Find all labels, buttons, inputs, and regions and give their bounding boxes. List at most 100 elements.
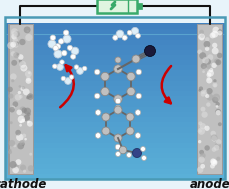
Bar <box>5 85 224 91</box>
Circle shape <box>217 29 221 34</box>
Circle shape <box>15 33 20 37</box>
Circle shape <box>19 61 24 65</box>
Circle shape <box>206 70 213 77</box>
Circle shape <box>26 30 29 32</box>
Bar <box>5 64 224 70</box>
Circle shape <box>214 109 220 115</box>
Circle shape <box>12 37 18 43</box>
Circle shape <box>211 97 218 103</box>
Circle shape <box>14 31 20 37</box>
Circle shape <box>19 124 22 127</box>
Circle shape <box>204 94 208 97</box>
Circle shape <box>19 106 26 113</box>
Circle shape <box>63 35 71 43</box>
Circle shape <box>10 42 16 47</box>
Circle shape <box>135 33 140 38</box>
Circle shape <box>210 136 216 141</box>
Circle shape <box>125 113 134 121</box>
Circle shape <box>9 161 17 168</box>
Circle shape <box>115 105 120 111</box>
Circle shape <box>215 102 219 106</box>
Circle shape <box>210 31 217 38</box>
Circle shape <box>70 54 75 59</box>
Circle shape <box>205 102 210 107</box>
Circle shape <box>61 76 65 81</box>
Circle shape <box>25 70 32 77</box>
Circle shape <box>126 153 131 157</box>
Circle shape <box>211 43 216 48</box>
Circle shape <box>14 37 16 40</box>
Circle shape <box>27 112 31 116</box>
Circle shape <box>55 44 60 49</box>
Circle shape <box>199 153 205 158</box>
Circle shape <box>21 64 26 69</box>
Circle shape <box>212 84 216 87</box>
Bar <box>5 126 224 132</box>
FancyArrowPatch shape <box>161 66 170 103</box>
Circle shape <box>25 78 31 84</box>
Bar <box>5 152 224 158</box>
Bar <box>5 95 224 101</box>
Circle shape <box>9 107 15 112</box>
Circle shape <box>212 79 216 83</box>
Circle shape <box>27 93 33 100</box>
Circle shape <box>82 66 87 71</box>
Circle shape <box>15 130 21 136</box>
Circle shape <box>64 78 71 84</box>
Circle shape <box>208 68 211 71</box>
Circle shape <box>20 64 27 72</box>
Circle shape <box>197 89 200 92</box>
Circle shape <box>216 53 221 58</box>
Circle shape <box>23 170 26 173</box>
Bar <box>97 0 136 13</box>
Circle shape <box>199 123 205 129</box>
FancyArrowPatch shape <box>60 65 74 107</box>
Bar <box>5 168 224 174</box>
Circle shape <box>202 66 205 69</box>
Bar <box>5 44 224 50</box>
Circle shape <box>141 156 146 160</box>
Bar <box>5 173 224 179</box>
Circle shape <box>132 149 141 157</box>
Circle shape <box>100 87 109 96</box>
Circle shape <box>202 90 207 94</box>
Circle shape <box>22 86 25 90</box>
Circle shape <box>215 110 220 115</box>
Circle shape <box>200 92 204 97</box>
Circle shape <box>115 98 120 104</box>
Circle shape <box>61 50 67 56</box>
Bar <box>8 24 33 174</box>
Circle shape <box>213 145 218 151</box>
Circle shape <box>60 60 64 64</box>
Circle shape <box>50 35 55 40</box>
Circle shape <box>115 152 120 156</box>
Circle shape <box>19 59 22 63</box>
Circle shape <box>215 139 220 145</box>
Circle shape <box>198 30 203 34</box>
Bar <box>5 39 224 45</box>
Circle shape <box>135 93 141 99</box>
Circle shape <box>24 26 30 33</box>
Circle shape <box>212 82 216 88</box>
Bar <box>5 17 224 179</box>
Circle shape <box>23 115 30 121</box>
Circle shape <box>94 93 100 99</box>
Circle shape <box>16 134 23 141</box>
Bar <box>5 116 224 122</box>
Circle shape <box>100 72 109 81</box>
Circle shape <box>199 36 203 41</box>
Circle shape <box>204 37 209 42</box>
Circle shape <box>9 140 15 146</box>
Circle shape <box>13 144 16 147</box>
Bar <box>5 28 224 34</box>
Text: anode: anode <box>189 177 229 189</box>
Bar <box>5 147 224 153</box>
Circle shape <box>125 127 134 135</box>
Circle shape <box>13 42 19 48</box>
Bar <box>5 106 224 112</box>
Circle shape <box>16 53 19 56</box>
Circle shape <box>48 40 56 48</box>
Circle shape <box>201 57 208 64</box>
Circle shape <box>56 64 63 70</box>
Bar <box>5 137 224 143</box>
